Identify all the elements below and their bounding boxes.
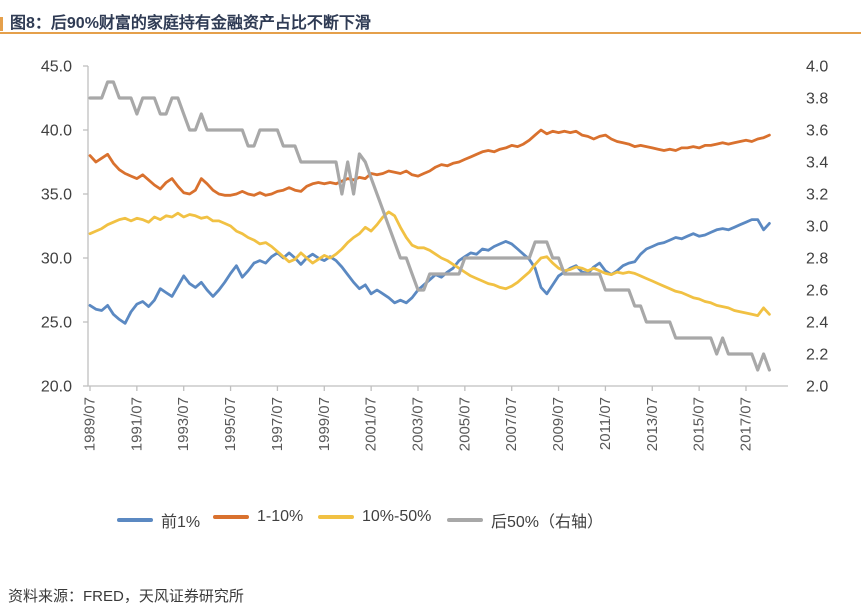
svg-text:25.0: 25.0 (41, 315, 72, 332)
legend-swatch-top1 (117, 518, 153, 522)
figure-title: 图8：后90%财富的家庭持有金融资产占比不断下滑 (10, 15, 371, 32)
svg-text:20.0: 20.0 (41, 379, 72, 396)
svg-text:1989/07: 1989/07 (82, 397, 99, 451)
svg-text:3.4: 3.4 (806, 155, 828, 172)
svg-text:2003/07: 2003/07 (410, 397, 427, 451)
svg-text:1999/07: 1999/07 (316, 397, 333, 451)
svg-text:4.0: 4.0 (806, 59, 828, 76)
svg-text:1995/07: 1995/07 (222, 397, 239, 451)
legend-item-10-50: 10%-50% (318, 508, 431, 526)
svg-text:1997/07: 1997/07 (269, 397, 286, 451)
legend-item-top1: 前1% (117, 508, 200, 532)
svg-text:2007/07: 2007/07 (503, 397, 520, 451)
legend-label-1-10: 1-10% (257, 508, 304, 525)
svg-text:2017/07: 2017/07 (738, 397, 755, 451)
source-note: 资料来源：FRED，天风证券研究所 (8, 588, 244, 605)
svg-text:2005/07: 2005/07 (456, 397, 473, 451)
svg-text:2011/07: 2011/07 (597, 397, 614, 450)
svg-text:2.6: 2.6 (806, 283, 828, 300)
title-divider (0, 32, 861, 34)
legend-swatch-bottom50 (447, 518, 483, 522)
svg-text:45.0: 45.0 (41, 59, 72, 76)
svg-text:2.0: 2.0 (806, 379, 828, 396)
svg-text:1991/07: 1991/07 (128, 397, 145, 451)
svg-text:3.0: 3.0 (806, 219, 828, 236)
svg-text:2001/07: 2001/07 (363, 397, 380, 451)
svg-text:3.2: 3.2 (806, 187, 828, 204)
svg-text:30.0: 30.0 (41, 251, 72, 268)
svg-text:2015/07: 2015/07 (691, 397, 708, 451)
svg-text:2.2: 2.2 (806, 347, 828, 364)
legend-swatch-1-10 (213, 515, 249, 519)
legend-label-top1: 前1% (161, 514, 201, 531)
legend-label-10-50: 10%-50% (362, 508, 432, 525)
svg-text:3.8: 3.8 (806, 91, 828, 108)
svg-text:1993/07: 1993/07 (175, 397, 192, 451)
svg-text:2013/07: 2013/07 (644, 397, 661, 451)
left-edge-accent-mark (0, 17, 3, 31)
svg-text:35.0: 35.0 (41, 187, 72, 204)
svg-text:3.6: 3.6 (806, 123, 828, 140)
svg-text:2.4: 2.4 (806, 315, 828, 332)
legend-item-bottom50: 后50%（右轴） (447, 508, 603, 532)
svg-text:2.8: 2.8 (806, 251, 828, 268)
svg-text:2009/07: 2009/07 (550, 397, 567, 451)
legend-item-1-10: 1-10% (213, 508, 303, 526)
legend-swatch-10-50 (318, 515, 354, 519)
svg-text:40.0: 40.0 (41, 123, 72, 140)
legend-label-bottom50: 后50%（右轴） (491, 514, 604, 531)
